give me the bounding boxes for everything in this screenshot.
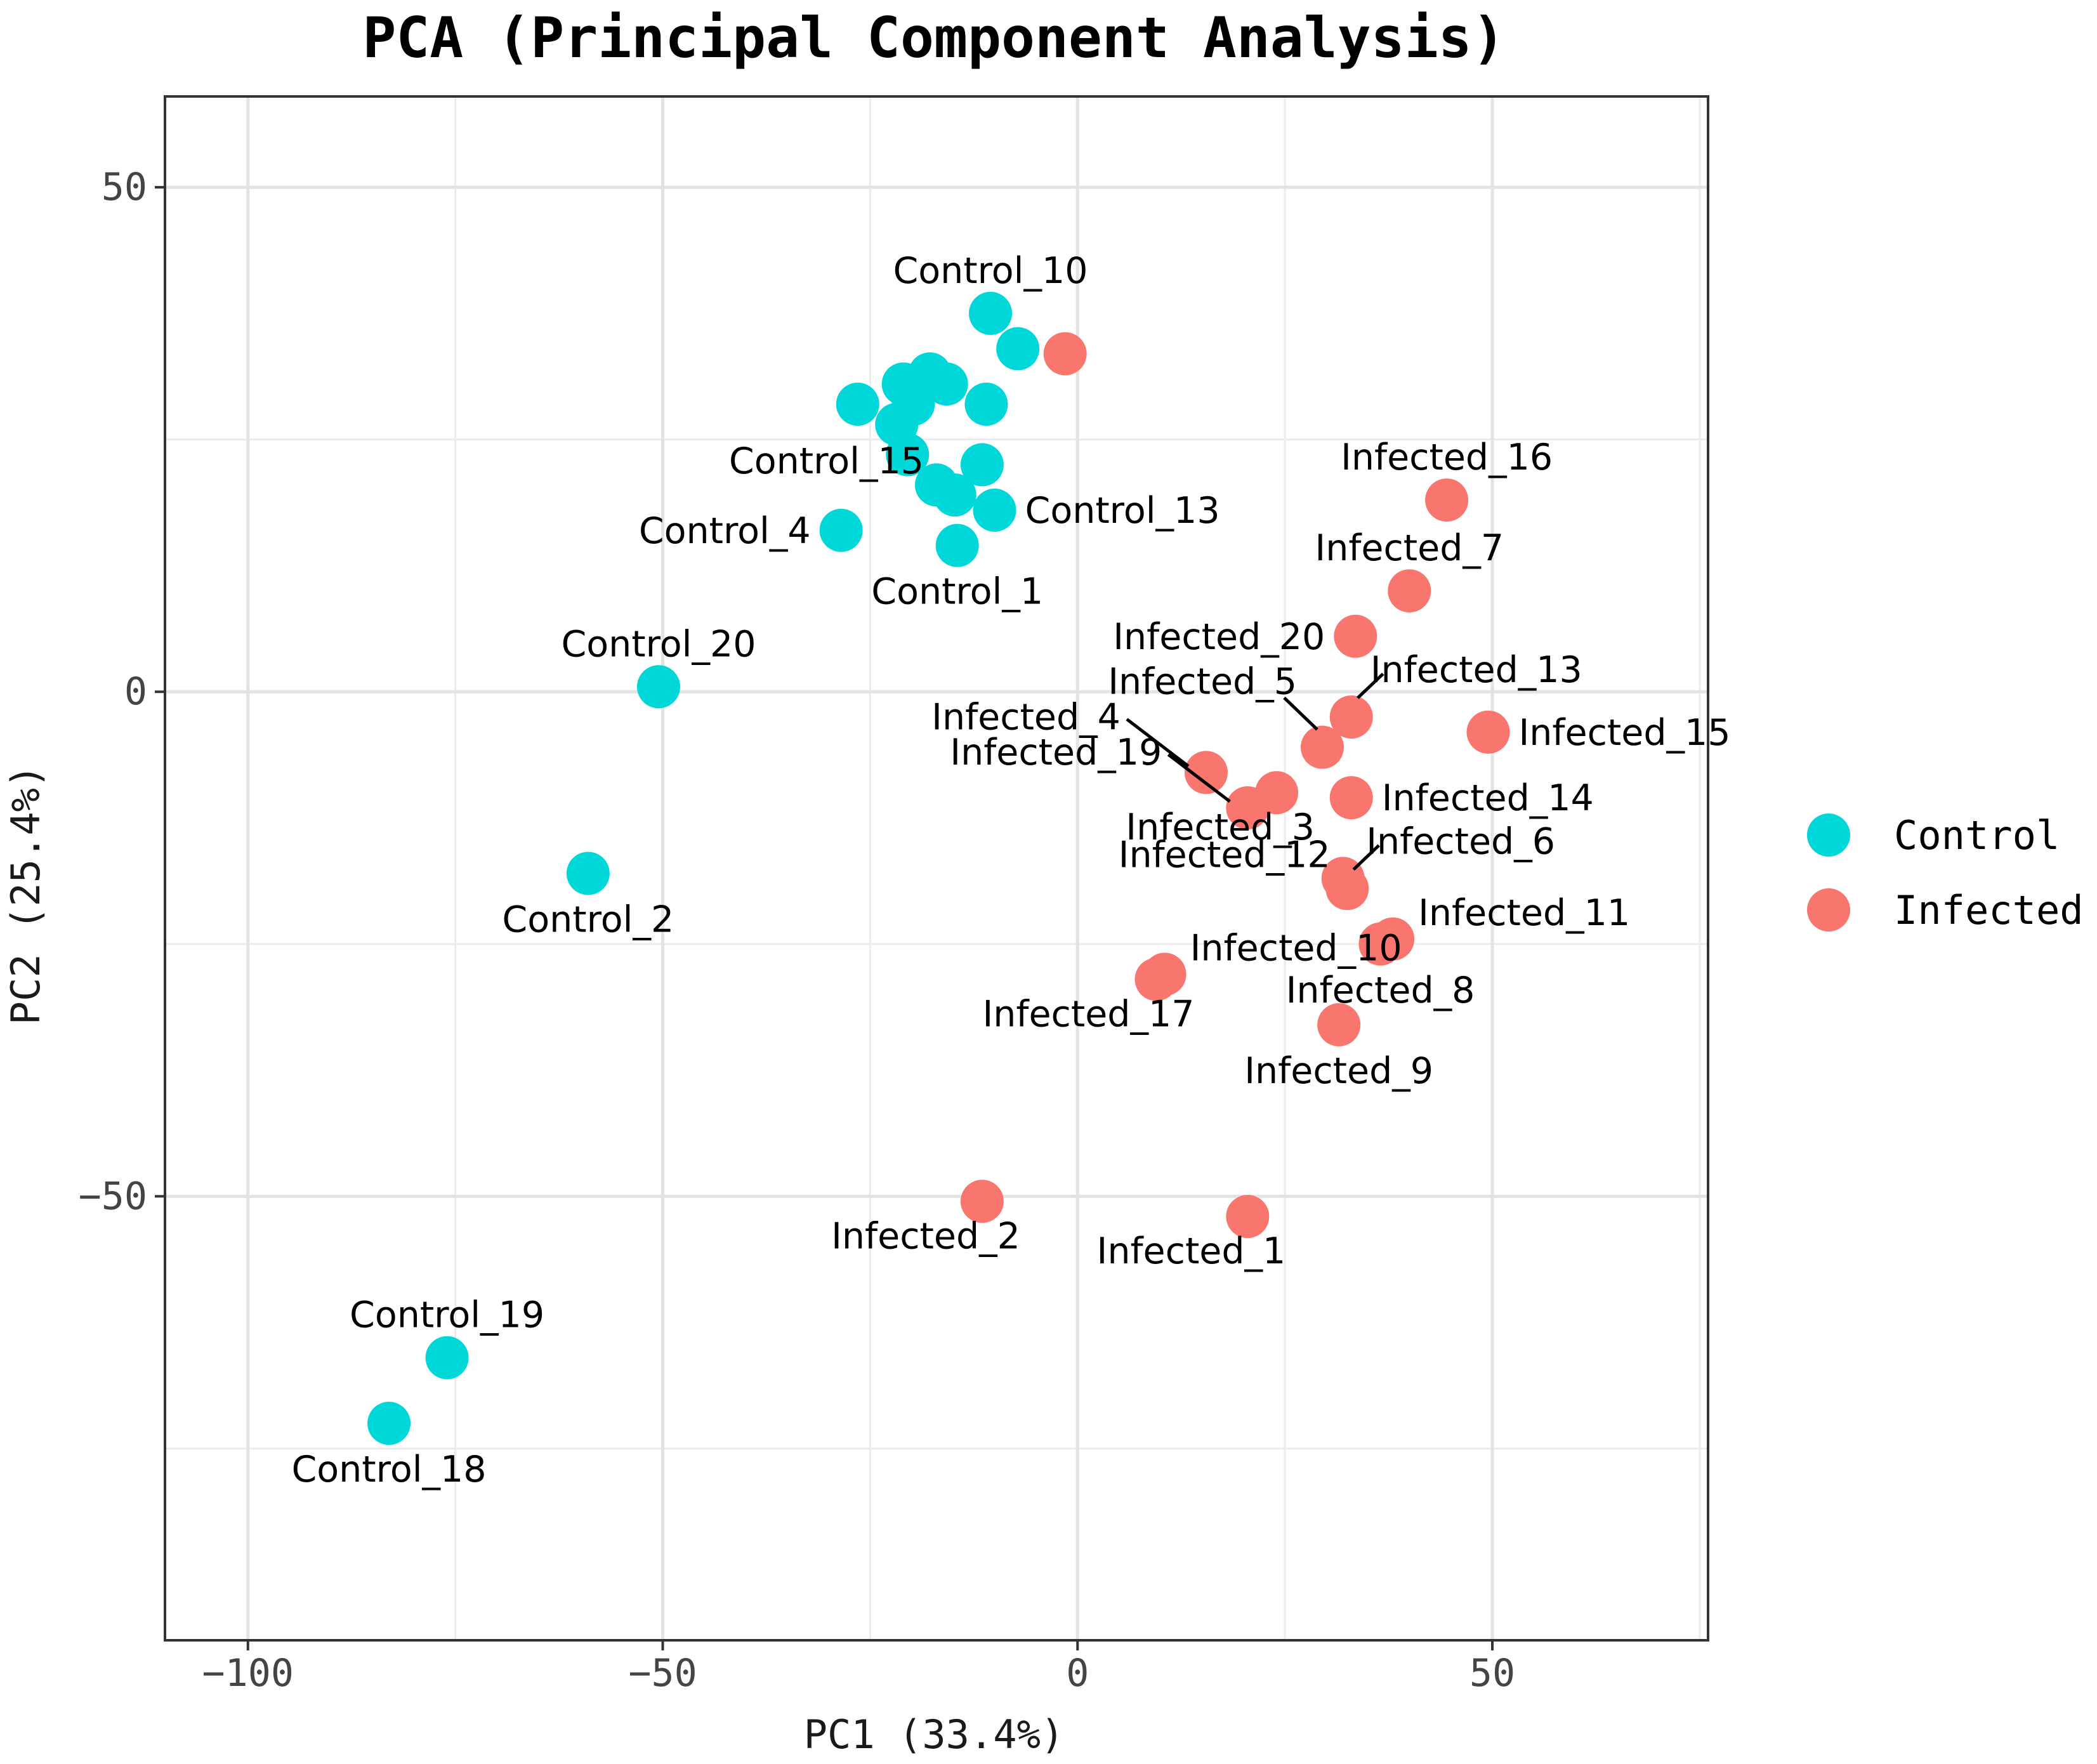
data-point xyxy=(1134,958,1178,1001)
y-tick-label: −50 xyxy=(79,1174,147,1218)
data-point xyxy=(933,473,976,517)
data-point xyxy=(636,665,680,709)
legend: Control Infected xyxy=(1807,812,2084,933)
chart-title: PCA (Principal Component Analysis) xyxy=(362,5,1505,70)
data-point xyxy=(1358,922,1402,966)
x-tick-label: 0 xyxy=(1066,1651,1089,1695)
point-label: Infected_11 xyxy=(1418,892,1630,934)
x-tick-label: −50 xyxy=(628,1651,697,1695)
data-point xyxy=(1317,1003,1361,1046)
y-axis-ticks: −50 0 50 xyxy=(79,165,165,1218)
point-label: Infected_17 xyxy=(982,993,1194,1035)
y-tick-label: 0 xyxy=(124,669,147,714)
data-point xyxy=(960,1180,1004,1223)
label-leader-line xyxy=(1283,696,1318,731)
point-label: Infected_9 xyxy=(1244,1050,1433,1092)
label-leader-line xyxy=(1126,718,1190,768)
point-label: Infected_12 xyxy=(1119,834,1331,876)
point-label: Control_19 xyxy=(350,1294,544,1336)
point-label: Control_18 xyxy=(291,1449,486,1491)
point-label: Infected_13 xyxy=(1371,649,1582,691)
data-point xyxy=(819,508,863,552)
point-label: Infected_8 xyxy=(1286,970,1475,1011)
point-label: Control_4 xyxy=(639,510,811,552)
point-label: Control_20 xyxy=(561,623,756,665)
data-point xyxy=(886,433,930,477)
point-label: Infected_20 xyxy=(1113,616,1325,658)
x-tick-label: 50 xyxy=(1469,1651,1515,1695)
point-label: Control_2 xyxy=(502,898,674,940)
label-leader-lines xyxy=(1126,673,1384,871)
point-label: Control_10 xyxy=(893,250,1088,292)
data-point xyxy=(973,488,1016,532)
point-label: Infected_4 xyxy=(931,696,1121,738)
data-point xyxy=(836,383,879,426)
grid-lines xyxy=(165,96,1708,1640)
data-point xyxy=(1226,786,1270,830)
x-axis-title: PC1 (33.4%) xyxy=(804,1711,1065,1758)
data-point xyxy=(1466,710,1510,754)
label-leader-line xyxy=(1167,753,1231,803)
point-label: Infected_6 xyxy=(1366,820,1555,862)
point-label: Infected_14 xyxy=(1382,777,1594,819)
point-label: Infected_16 xyxy=(1341,437,1553,478)
point-label: Infected_7 xyxy=(1315,527,1504,569)
data-points xyxy=(367,291,1510,1445)
y-tick-label: 50 xyxy=(102,165,147,209)
point-label: Infected_5 xyxy=(1108,661,1297,703)
data-point xyxy=(1226,1195,1270,1239)
point-label: Infected_2 xyxy=(831,1215,1020,1257)
label-leader-line xyxy=(1357,673,1384,699)
data-point xyxy=(367,1402,411,1445)
point-label: Control_13 xyxy=(1025,490,1220,532)
legend-key-control xyxy=(1807,813,1850,857)
data-point xyxy=(425,1336,469,1379)
data-point xyxy=(1184,751,1228,794)
y-axis-title: PC2 (25.4%) xyxy=(3,765,49,1025)
data-point xyxy=(996,327,1040,371)
data-point xyxy=(1425,478,1469,522)
data-point xyxy=(924,362,968,406)
data-point xyxy=(964,383,1008,426)
data-point xyxy=(968,291,1012,335)
point-label: Infected_15 xyxy=(1519,712,1731,754)
point-label: Control_15 xyxy=(729,440,924,482)
data-point xyxy=(960,443,1004,487)
point-label: Infected_3 xyxy=(1126,806,1315,848)
x-tick-label: −100 xyxy=(202,1651,294,1695)
legend-label-infected: Infected xyxy=(1894,887,2084,933)
plot-panel-border xyxy=(164,95,1709,1642)
data-point xyxy=(1329,776,1373,820)
point-label: Control_1 xyxy=(871,571,1043,613)
data-point xyxy=(1301,725,1344,769)
data-point xyxy=(935,523,979,567)
data-point xyxy=(1388,569,1431,613)
legend-label-control: Control xyxy=(1894,812,2060,859)
data-point xyxy=(1334,614,1377,658)
label-leader-line xyxy=(1352,844,1380,871)
legend-key-infected xyxy=(1807,888,1850,931)
point-label: Infected_10 xyxy=(1190,927,1402,969)
point-label: Infected_1 xyxy=(1097,1230,1286,1272)
data-point xyxy=(1043,332,1087,376)
data-point xyxy=(1329,695,1373,739)
data-point xyxy=(1325,867,1369,911)
data-point xyxy=(566,852,610,895)
point-label: Infected_19 xyxy=(950,732,1162,773)
x-axis-ticks: −100 −50 0 50 xyxy=(202,1640,1515,1695)
point-labels: Control_10 Control_15 Control_13 Control_4 C… xyxy=(291,250,1730,1491)
